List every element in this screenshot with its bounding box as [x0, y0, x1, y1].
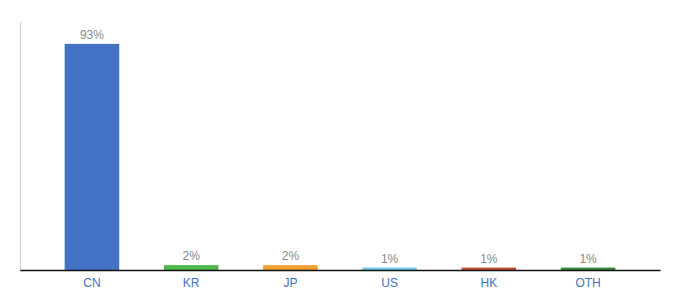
data-label: 2%: [282, 249, 300, 263]
bars: [65, 44, 616, 270]
x-tick-label: JP: [283, 276, 297, 290]
data-label: 2%: [182, 249, 200, 263]
bar: [263, 265, 318, 270]
x-axis: CN KR JP US HK OTH: [21, 271, 661, 290]
x-tick: US: [381, 276, 398, 290]
x-axis-line: [21, 270, 661, 272]
x-tick: JP: [283, 276, 297, 290]
x-tick-label: KR: [183, 276, 200, 290]
data-label: 1%: [480, 252, 498, 266]
bar: [561, 268, 616, 270]
x-tick-label: HK: [481, 276, 498, 290]
bar: [362, 268, 417, 270]
y-axis: [20, 23, 21, 271]
data-label: 1%: [381, 252, 399, 266]
chart-svg: CN KR JP US HK OTH 93% 2% 2% 1% 1% 1%: [0, 0, 680, 300]
data-label: 1%: [579, 252, 597, 266]
x-tick-label: OTH: [575, 276, 600, 290]
x-tick: CN: [83, 276, 100, 290]
plot-area: CN KR JP US HK OTH 93% 2% 2% 1% 1% 1%: [21, 23, 661, 290]
bar: [65, 44, 120, 270]
x-tick: OTH: [575, 276, 600, 290]
y-axis-line: [20, 23, 21, 271]
data-labels: 93% 2% 2% 1% 1% 1%: [80, 28, 597, 266]
chart-container: CN KR JP US HK OTH 93% 2% 2% 1% 1% 1%: [0, 0, 680, 300]
x-tick: HK: [481, 276, 498, 290]
data-label: 93%: [80, 28, 104, 42]
bar: [164, 265, 219, 270]
x-tick-label: CN: [83, 276, 100, 290]
x-tick-label: US: [381, 276, 398, 290]
x-tick: KR: [183, 276, 200, 290]
bar: [462, 268, 517, 270]
